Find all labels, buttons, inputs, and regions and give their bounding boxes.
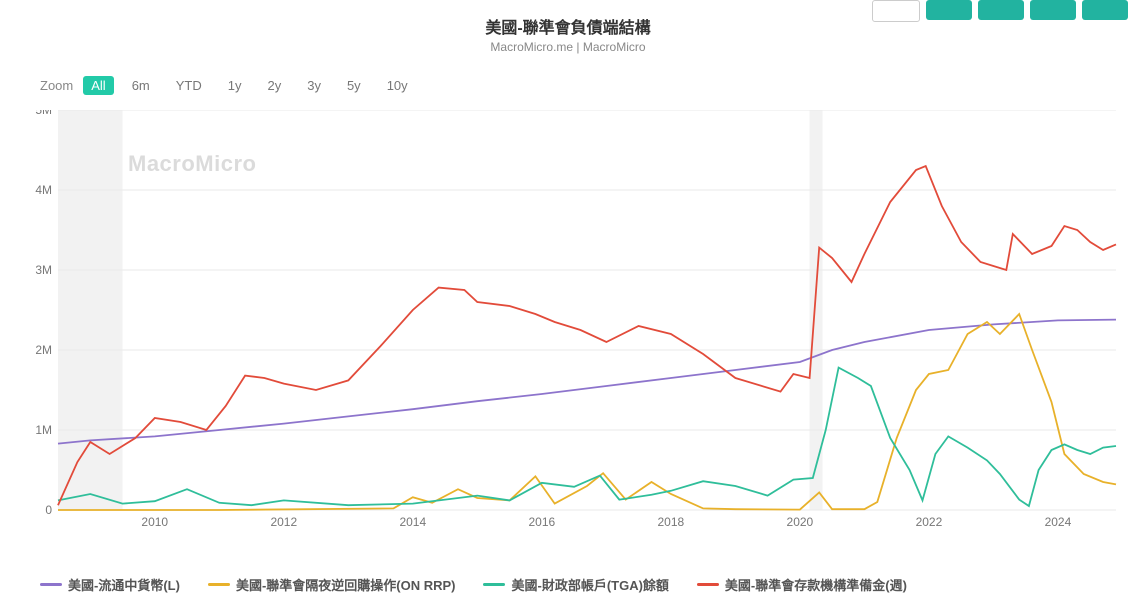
legend-label: 美國-聯準會隔夜逆回購操作(ON RRP) — [236, 575, 456, 594]
legend-label: 美國-聯準會存款機構準備金(週) — [725, 575, 907, 594]
svg-text:2020: 2020 — [787, 515, 814, 529]
legend-swatch — [40, 583, 62, 586]
legend-currency[interactable]: 美國-流通中貨幣(L) — [40, 575, 180, 594]
legend-reserves[interactable]: 美國-聯準會存款機構準備金(週) — [697, 575, 907, 594]
zoom-6m[interactable]: 6m — [124, 76, 158, 95]
legend-swatch — [208, 583, 230, 586]
legend-tga[interactable]: 美國-財政部帳戶(TGA)餘額 — [483, 575, 668, 594]
zoom-2y[interactable]: 2y — [259, 76, 289, 95]
legend-swatch — [483, 583, 505, 586]
top-btn-2[interactable] — [978, 0, 1024, 20]
chart-subtitle: MacroMicro.me | MacroMicro — [0, 40, 1136, 54]
legend-label: 美國-流通中貨幣(L) — [68, 575, 180, 594]
zoom-all[interactable]: All — [83, 76, 113, 95]
svg-text:2012: 2012 — [270, 515, 297, 529]
svg-text:5M: 5M — [35, 110, 52, 117]
svg-text:3M: 3M — [35, 263, 52, 277]
svg-text:2014: 2014 — [399, 515, 426, 529]
svg-text:2024: 2024 — [1045, 515, 1072, 529]
svg-text:1M: 1M — [35, 423, 52, 437]
legend-label: 美國-財政部帳戶(TGA)餘額 — [511, 575, 668, 594]
zoom-ytd[interactable]: YTD — [168, 76, 210, 95]
legend-swatch — [697, 583, 719, 586]
svg-text:2022: 2022 — [916, 515, 943, 529]
zoom-5y[interactable]: 5y — [339, 76, 369, 95]
svg-text:2010: 2010 — [141, 515, 168, 529]
legend: 美國-流通中貨幣(L) 美國-聯準會隔夜逆回購操作(ON RRP) 美國-財政部帳戶… — [40, 575, 907, 594]
top-btn-3[interactable] — [1030, 0, 1076, 20]
svg-text:0: 0 — [45, 503, 52, 517]
top-btn-outline[interactable] — [872, 0, 920, 22]
zoom-10y[interactable]: 10y — [379, 76, 416, 95]
legend-onrrp[interactable]: 美國-聯準會隔夜逆回購操作(ON RRP) — [208, 575, 456, 594]
zoom-controls: Zoom All 6m YTD 1y 2y 3y 5y 10y — [40, 76, 416, 95]
series-reserves — [58, 166, 1116, 505]
series-currency — [58, 320, 1116, 444]
svg-text:4M: 4M — [35, 183, 52, 197]
svg-text:2016: 2016 — [528, 515, 555, 529]
svg-text:2M: 2M — [35, 343, 52, 357]
svg-text:2018: 2018 — [658, 515, 685, 529]
zoom-label: Zoom — [40, 78, 73, 93]
zoom-3y[interactable]: 3y — [299, 76, 329, 95]
chart-plot: 0 1M 2M 3M 4M 5M 2010 2012 2014 2016 2018 2020 2022 2… — [30, 110, 1120, 530]
top-btn-1[interactable] — [926, 0, 972, 20]
zoom-1y[interactable]: 1y — [220, 76, 250, 95]
top-button-bar — [872, 0, 1128, 22]
top-btn-4[interactable] — [1082, 0, 1128, 20]
